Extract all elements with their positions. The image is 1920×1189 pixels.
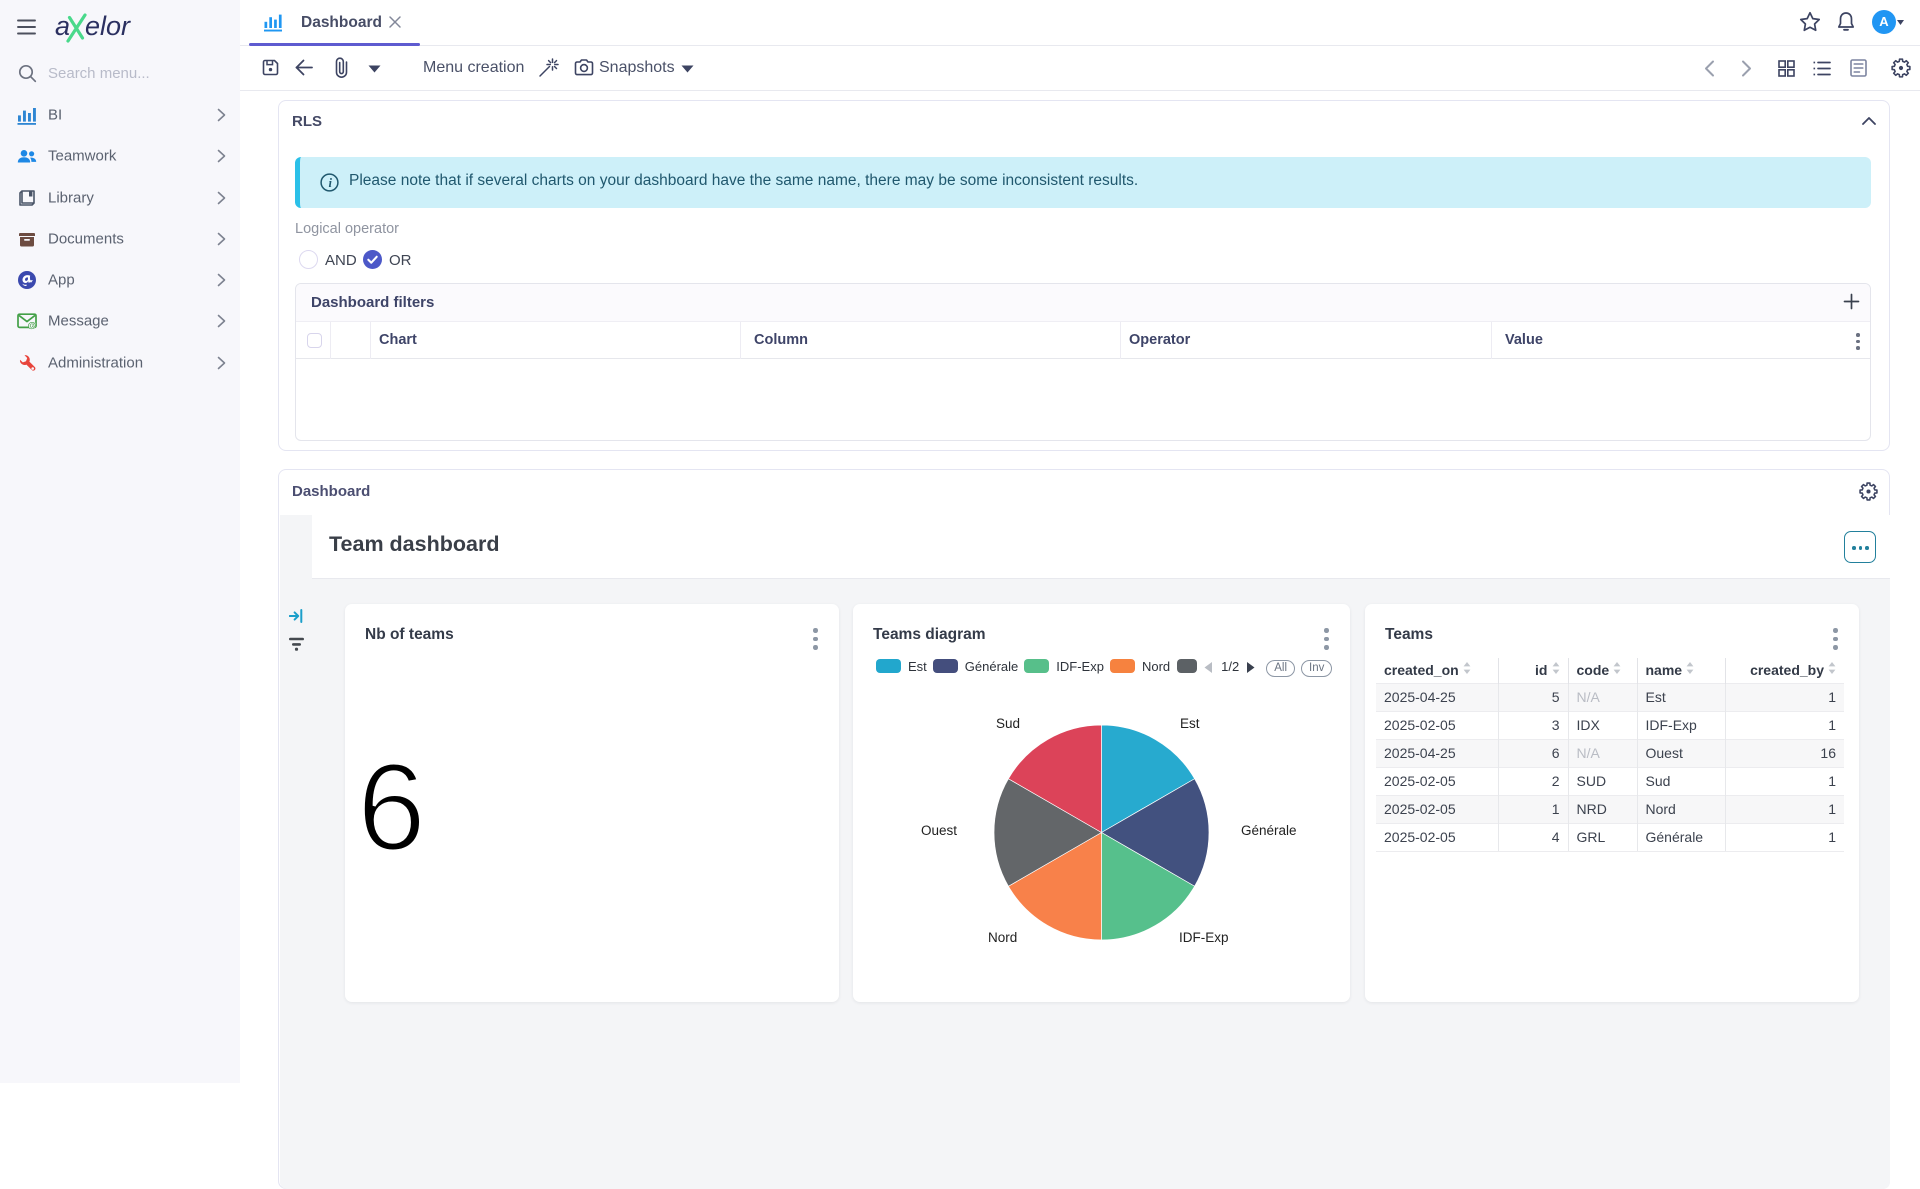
- svg-text:a: a: [55, 11, 70, 41]
- svg-text:i: i: [328, 176, 332, 190]
- svg-text:@: @: [28, 319, 36, 329]
- svg-text:elor: elor: [85, 11, 131, 41]
